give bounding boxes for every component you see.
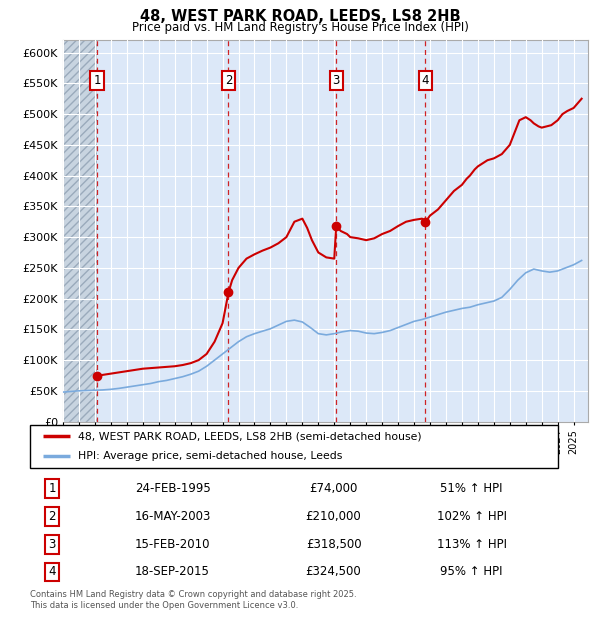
Text: 3: 3: [332, 74, 340, 87]
Text: £74,000: £74,000: [310, 482, 358, 495]
Text: 4: 4: [422, 74, 429, 87]
Text: £324,500: £324,500: [306, 565, 361, 578]
Text: 4: 4: [49, 565, 56, 578]
Text: 113% ↑ HPI: 113% ↑ HPI: [437, 538, 506, 551]
Text: £210,000: £210,000: [306, 510, 361, 523]
Text: Price paid vs. HM Land Registry's House Price Index (HPI): Price paid vs. HM Land Registry's House …: [131, 21, 469, 34]
Text: 1: 1: [93, 74, 101, 87]
Text: 95% ↑ HPI: 95% ↑ HPI: [440, 565, 503, 578]
Text: 51% ↑ HPI: 51% ↑ HPI: [440, 482, 503, 495]
Text: 1: 1: [49, 482, 56, 495]
Text: £318,500: £318,500: [306, 538, 361, 551]
Text: 16-MAY-2003: 16-MAY-2003: [135, 510, 211, 523]
Text: 48, WEST PARK ROAD, LEEDS, LS8 2HB (semi-detached house): 48, WEST PARK ROAD, LEEDS, LS8 2HB (semi…: [77, 432, 421, 441]
Text: Contains HM Land Registry data © Crown copyright and database right 2025.
This d: Contains HM Land Registry data © Crown c…: [30, 590, 356, 609]
Text: 102% ↑ HPI: 102% ↑ HPI: [437, 510, 506, 523]
Text: 18-SEP-2015: 18-SEP-2015: [135, 565, 210, 578]
Text: HPI: Average price, semi-detached house, Leeds: HPI: Average price, semi-detached house,…: [77, 451, 342, 461]
Text: 24-FEB-1995: 24-FEB-1995: [135, 482, 211, 495]
Text: 48, WEST PARK ROAD, LEEDS, LS8 2HB: 48, WEST PARK ROAD, LEEDS, LS8 2HB: [140, 9, 460, 24]
Text: 15-FEB-2010: 15-FEB-2010: [135, 538, 211, 551]
Bar: [63, 40, 97, 422]
Text: 3: 3: [49, 538, 56, 551]
Text: 2: 2: [225, 74, 232, 87]
Text: 2: 2: [49, 510, 56, 523]
